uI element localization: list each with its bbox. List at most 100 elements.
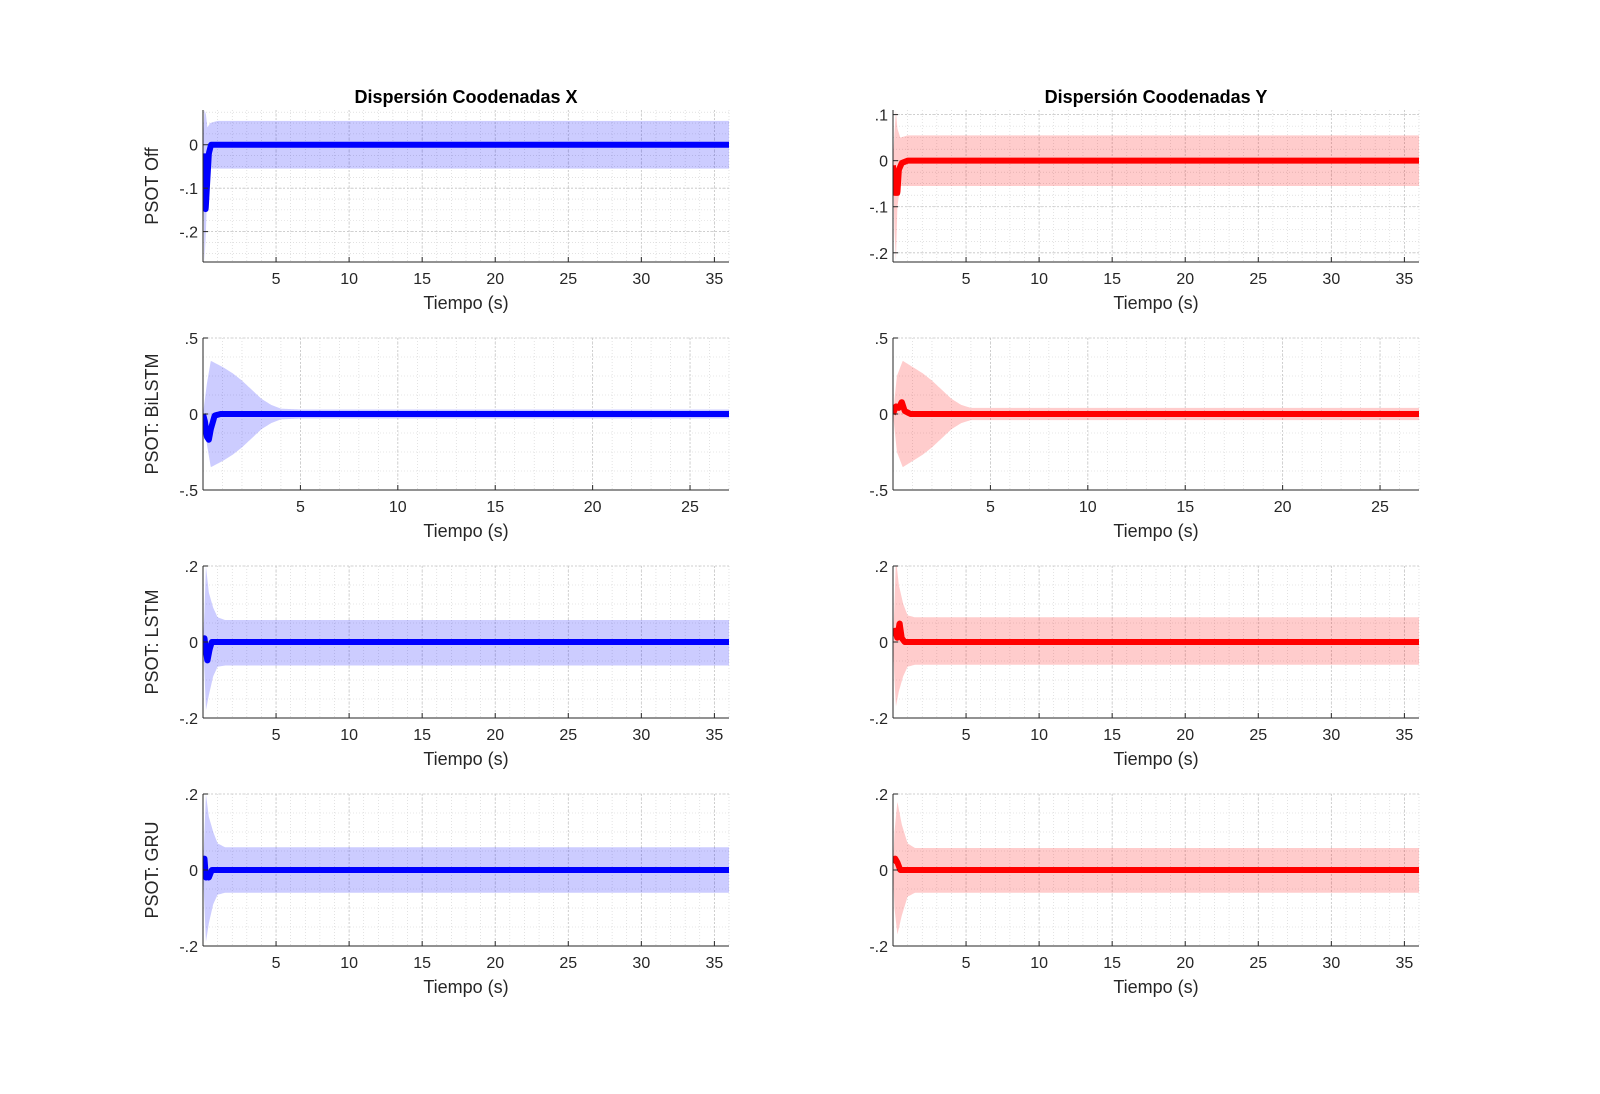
x-tick-label: 20 [1176,727,1194,744]
x-tick-label: 15 [1176,499,1194,516]
mean-line [203,855,729,881]
y-tick-label: .2 [185,787,198,804]
x-tick-label: 30 [1322,727,1340,744]
x-tick-label: 10 [1030,955,1048,972]
x-tick-label: 10 [389,499,407,516]
x-tick-label: 15 [413,727,431,744]
x-axis-label: Tiempo (s) [1113,293,1198,313]
y-tick-label: 0 [189,863,198,880]
subplot-0: 5 10 15 20 25 30 35 -.2 -.1 0 Tiempo (s) PSOT Off Di… [142,87,730,313]
x-tick-label: 25 [681,499,699,516]
x-axis-label: Tiempo (s) [1113,977,1198,997]
dispersion-band [893,566,1419,707]
y-tick-label: -.2 [179,711,198,728]
x-axis-label: Tiempo (s) [1113,521,1198,541]
x-tick-label: 5 [272,727,281,744]
y-tick-label: 0 [879,635,888,652]
x-tick-label: 15 [413,955,431,972]
y-tick-label: .2 [185,559,198,576]
grid [203,110,730,262]
mean-line [893,855,1419,873]
x-tick-label: 15 [1103,727,1121,744]
y-tick-label: 0 [189,138,198,155]
x-tick-label: 25 [559,271,577,288]
y-tick-label: .5 [875,331,888,348]
y-tick-label: .1 [875,108,888,125]
x-tick-label: 35 [1395,271,1413,288]
x-tick-label: 15 [413,271,431,288]
y-axis-label: PSOT: LSTM [142,589,162,694]
mean-line [893,399,1419,417]
y-axis-label: PSOT: BiLSTM [142,353,162,474]
x-tick-label: 5 [272,271,281,288]
x-tick-label: 20 [584,499,602,516]
mean-line [893,620,1419,645]
subplot-4: 5 10 15 20 25 30 35 -.2 0 .2 Tiempo (s) PSOT: LSTM [142,559,730,769]
x-tick-label: 30 [632,955,650,972]
x-tick-label: 35 [705,955,723,972]
x-tick-label: 10 [1030,271,1048,288]
x-tick-label: 15 [1103,955,1121,972]
subplot-2: 5 10 15 20 25 -.5 0 .5 Tiempo (s) PSOT: BiLSTM [142,331,730,541]
x-tick-label: 20 [486,955,504,972]
mean-line [893,157,1419,196]
y-tick-label: 0 [189,407,198,424]
x-tick-label: 25 [1371,499,1389,516]
subplot-grid: 5 10 15 20 25 30 35 -.2 -.1 0 Tiempo (s) PSOT Off Di… [142,87,1420,997]
y-tick-label: -.2 [869,246,888,263]
subplot-1: 5 10 15 20 25 30 35 -.2 -.1 0 .1 Tiempo (s) Dispersi… [869,87,1420,313]
x-tick-label: 5 [296,499,305,516]
subplot-3: 5 10 15 20 25 -.5 0 .5 Tiempo (s) [869,331,1420,541]
y-tick-label: .2 [875,559,888,576]
y-axis-label: PSOT Off [142,146,162,224]
x-tick-label: 10 [1030,727,1048,744]
x-tick-label: 20 [1274,499,1292,516]
x-tick-label: 35 [1395,955,1413,972]
y-tick-label: -.1 [869,200,888,217]
x-tick-label: 25 [559,955,577,972]
x-tick-label: 15 [486,499,504,516]
x-tick-label: 25 [1249,955,1267,972]
x-tick-label: 10 [1079,499,1097,516]
subplot-5: 5 10 15 20 25 30 35 -.2 0 .2 Tiempo (s) [869,559,1420,769]
x-tick-label: 20 [486,271,504,288]
dispersion-band [203,566,729,711]
x-tick-label: 5 [272,955,281,972]
y-tick-label: 0 [879,863,888,880]
x-tick-label: 5 [986,499,995,516]
dispersion-band [893,110,1419,261]
y-axis-label: PSOT: GRU [142,821,162,918]
x-tick-label: 35 [705,727,723,744]
y-tick-label: -.1 [179,181,198,198]
y-tick-label: -.2 [179,939,198,956]
x-tick-label: 25 [1249,271,1267,288]
x-tick-label: 5 [962,955,971,972]
x-tick-label: 30 [1322,271,1340,288]
y-tick-label: -.2 [179,225,198,242]
y-tick-label: -.5 [869,483,888,500]
x-tick-label: 10 [340,955,358,972]
dispersion-band [203,110,729,262]
mean-line [203,141,729,213]
x-tick-label: 30 [1322,955,1340,972]
x-tick-label: 10 [340,727,358,744]
x-tick-label: 25 [559,727,577,744]
subplot-title: Dispersión Coodenadas X [354,87,577,107]
x-axis-label: Tiempo (s) [423,293,508,313]
x-tick-label: 20 [1176,271,1194,288]
x-axis-label: Tiempo (s) [423,977,508,997]
y-tick-label: 0 [879,154,888,171]
x-axis-label: Tiempo (s) [423,749,508,769]
subplot-7: 5 10 15 20 25 30 35 -.2 0 .2 Tiempo (s) [869,787,1420,997]
y-tick-label: -.5 [179,483,198,500]
x-axis-label: Tiempo (s) [1113,749,1198,769]
x-tick-label: 20 [486,727,504,744]
x-tick-label: 5 [962,727,971,744]
x-tick-label: 20 [1176,955,1194,972]
subplot-6: 5 10 15 20 25 30 35 -.2 0 .2 Tiempo (s) PSOT: GRU [142,787,730,997]
x-tick-label: 5 [962,271,971,288]
x-tick-label: 15 [1103,271,1121,288]
y-tick-label: .2 [875,787,888,804]
